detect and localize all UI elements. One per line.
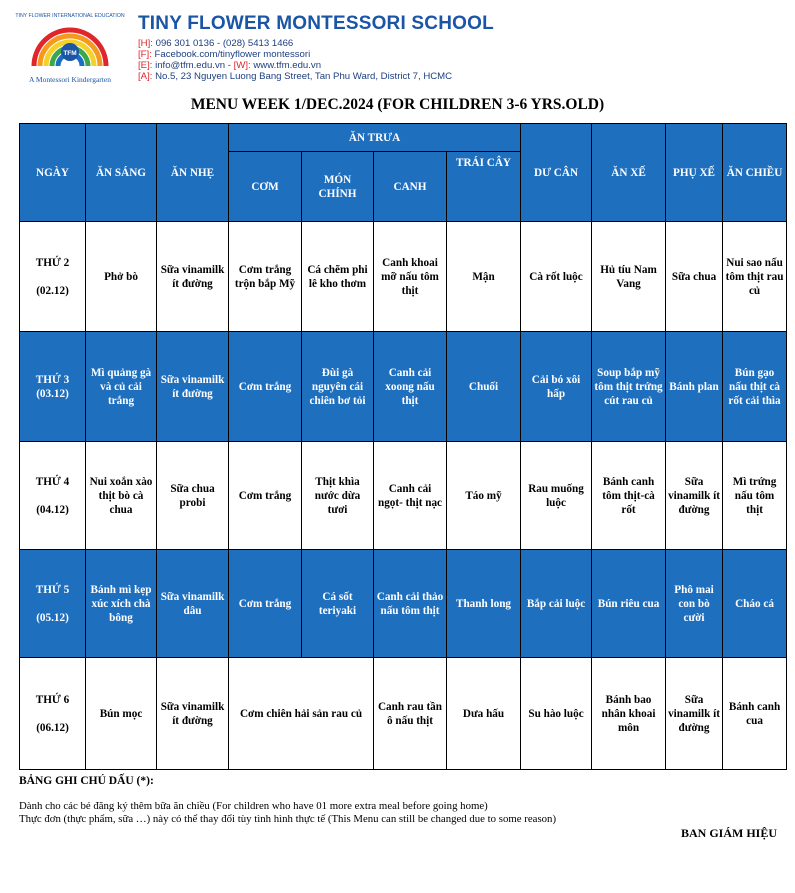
snack-cell: Sữa vinamilk ít đường: [156, 331, 229, 442]
extra-cell: Cà rốt luộc: [520, 221, 593, 332]
rice-cell: Cơm trắng: [228, 441, 302, 550]
header-afternoon: ĂN XẾ: [591, 123, 667, 222]
school-name: TINY FLOWER MONTESSORI SCHOOL: [138, 13, 494, 34]
logo-center-text: TFM: [63, 50, 76, 57]
contact-phone: [H]: 096 301 0136 - (028) 5413 1466: [138, 38, 294, 49]
breakfast-cell: Nui xoắn xào thịt bò cà chua: [85, 441, 157, 550]
rice-cell: Cơm trắng: [228, 549, 302, 658]
extra-cell: Rau muống luộc: [520, 441, 593, 550]
afternoon-cell: Bánh bao nhân khoai môn: [591, 657, 667, 770]
legend-note-2: Thực đơn (thực phẩm, sữa …) này có thể t…: [19, 813, 557, 825]
table-row: THỨ 6 (06.12) Bún mọc Sữa vinamilk ít đườ…: [19, 657, 788, 770]
main-cell: Đùi gà nguyên cái chiên bơ tỏi: [301, 331, 374, 442]
soup-cell: Canh cải thảo nấu tôm thịt: [373, 549, 447, 658]
table-row: THỨ 4 (04.12) Nui xoắn xào thịt bò cà chu…: [19, 441, 788, 550]
rice-cell: Cơm trắng: [228, 331, 302, 442]
dinner-cell: Cháo cá: [722, 549, 788, 658]
soup-cell: Canh khoai mỡ nấu tôm thịt: [373, 221, 447, 332]
header-day: NGÀY: [19, 123, 86, 222]
legend-note-1: Dành cho các bé đăng ký thêm bữa ăn chiề…: [19, 800, 488, 812]
table-row: THỨ 2 (02.12) Phở bò Sữa vinamilk ít đườn…: [19, 221, 788, 332]
header-fruit: TRÁI CÂY: [445, 151, 522, 222]
dinner-cell: Nui sao nấu tôm thịt rau củ: [722, 221, 788, 332]
breakfast-cell: Mì quảng gà và củ cải trắng: [85, 331, 157, 442]
fruit-cell: Thanh long: [445, 549, 522, 658]
after-side-cell: Phô mai con bò cười: [665, 549, 724, 658]
after-side-cell: Sữa vinamilk ít đường: [665, 657, 724, 770]
menu-table: NGÀY ĂN SÁNG ĂN NHẸ ĂN TRƯA DƯ CÂN ĂN XẾ…: [19, 123, 788, 770]
afternoon-cell: Soup bắp mỹ tôm thịt trứng cút rau củ: [591, 331, 667, 442]
table-row: THỨ 3 (03.12) Mì quảng gà và củ cải trắng…: [19, 331, 788, 442]
extra-cell: Cải bó xôi hấp: [520, 331, 593, 442]
breakfast-cell: Bún mọc: [85, 657, 157, 770]
contact-facebook[interactable]: [F]: Facebook.com/tinyflower montessori: [138, 49, 311, 60]
header-rice: CƠM: [228, 151, 302, 222]
soup-cell: Canh cải ngọt- thịt nạc: [373, 441, 447, 550]
snack-cell: Sữa vinamilk ít đường: [156, 657, 229, 770]
dinner-cell: Bún gạo nấu thịt cà rốt cải thìa: [722, 331, 788, 442]
fruit-cell: Chuối: [445, 331, 522, 442]
extra-cell: Su hào luộc: [520, 657, 593, 770]
header-extra: DƯ CÂN: [520, 123, 593, 222]
after-side-cell: Sữa vinamilk ít đường: [665, 441, 724, 550]
day-cell: THỨ 5 (05.12): [19, 549, 86, 658]
after-side-cell: Bánh plan: [665, 331, 724, 442]
main-cell: Cá chẽm phi lê kho thơm: [301, 221, 374, 332]
logo-tagline: A Montessori Kindergarten: [29, 75, 111, 84]
snack-cell: Sữa vinamilk dâu: [156, 549, 229, 658]
afternoon-cell: Bún riêu cua: [591, 549, 667, 658]
rice-main-cell: Cơm chiên hải sản rau củ: [228, 657, 374, 770]
snack-cell: Sữa chua probi: [156, 441, 229, 550]
fruit-cell: Táo mỹ: [445, 441, 522, 550]
school-logo: TFM TINY FLOWER INTERNATIONAL EDUCATION …: [15, 13, 125, 84]
table-row: THỨ 5 (05.12) Bánh mì kẹp xúc xích chà bô…: [19, 549, 788, 658]
rice-cell: Cơm trắng trộn bắp Mỹ: [228, 221, 302, 332]
contact-email-web[interactable]: [E]: info@tfm.edu.vn - [W]: www.tfm.edu.…: [138, 60, 322, 71]
fruit-cell: Dưa hấu: [445, 657, 522, 770]
signature: BAN GIÁM HIỆU: [680, 826, 777, 840]
header-after-side: PHỤ XẾ: [665, 123, 724, 222]
extra-cell: Bắp cải luộc: [520, 549, 593, 658]
header-snack: ĂN NHẸ: [156, 123, 229, 222]
afternoon-cell: Hủ tíu Nam Vang: [591, 221, 667, 332]
day-cell: THỨ 6 (06.12): [19, 657, 86, 770]
header-dinner: ĂN CHIỀU: [722, 123, 788, 222]
header-main: MÓN CHÍNH: [301, 151, 374, 222]
legend-title: BẢNG GHI CHÚ DẤU (*):: [19, 775, 154, 787]
header-lunch: ĂN TRƯA: [227, 123, 522, 152]
fruit-cell: Mận: [445, 221, 522, 332]
header-breakfast: ĂN SÁNG: [85, 123, 157, 222]
dinner-cell: Mì trứng nấu tôm thịt: [722, 441, 788, 550]
snack-cell: Sữa vinamilk ít đường: [156, 221, 229, 332]
letterhead: TFM TINY FLOWER INTERNATIONAL EDUCATION …: [0, 0, 795, 92]
contact-address: [A]: No.5, 23 Nguyen Luong Bang Street, …: [138, 71, 453, 82]
menu-title: MENU WEEK 1/DEC.2024 (FOR CHILDREN 3-6 Y…: [190, 96, 605, 113]
breakfast-cell: Bánh mì kẹp xúc xích chà bông: [85, 549, 157, 658]
soup-cell: Canh rau tần ô nấu thịt: [373, 657, 447, 770]
afternoon-cell: Bánh canh tôm thịt-cà rốt: [591, 441, 667, 550]
logo-arc-text: TINY FLOWER INTERNATIONAL EDUCATION: [15, 13, 125, 19]
dinner-cell: Bánh canh cua: [722, 657, 788, 770]
main-cell: Cá sốt teriyaki: [301, 549, 374, 658]
day-cell: THỨ 3 (03.12): [19, 331, 86, 442]
after-side-cell: Sữa chua: [665, 221, 724, 332]
day-cell: THỨ 2 (02.12): [19, 221, 86, 332]
main-cell: Thịt khìa nước dừa tươi: [301, 441, 374, 550]
soup-cell: Canh cải xoong nấu thịt: [373, 331, 447, 442]
breakfast-cell: Phở bò: [85, 221, 157, 332]
day-cell: THỨ 4 (04.12): [19, 441, 86, 550]
header-soup: CANH: [373, 151, 447, 222]
